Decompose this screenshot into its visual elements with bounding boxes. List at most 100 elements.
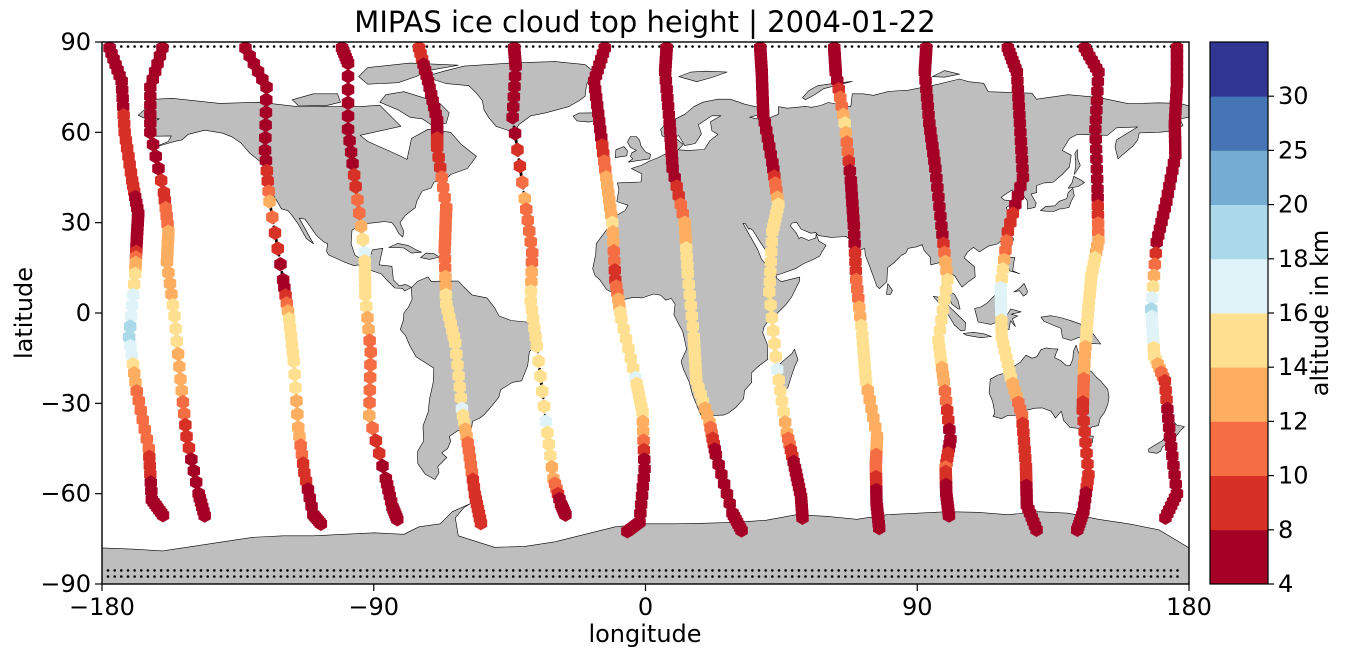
- polar-track-dot: [578, 45, 581, 48]
- polar-track-dot: [1023, 569, 1026, 572]
- colorbar-tick-label: 12: [1278, 407, 1309, 435]
- polar-track-dot: [1136, 575, 1139, 578]
- polar-track-dot: [379, 575, 382, 578]
- polar-track-dot: [1056, 45, 1060, 48]
- polar-track-dot: [1162, 45, 1166, 48]
- polar-track-dot: [511, 569, 515, 572]
- cloud-top-marker: [176, 394, 190, 410]
- polar-track-dot: [903, 45, 907, 48]
- polar-track-dot: [604, 569, 608, 572]
- polar-track-dot: [259, 569, 263, 572]
- polar-track-dot: [1016, 575, 1020, 578]
- polar-track-dot: [737, 575, 741, 578]
- polar-track-dot: [804, 45, 807, 48]
- polar-track-dot: [452, 45, 455, 48]
- polar-track-dot: [943, 575, 947, 578]
- cloud-top-marker: [636, 414, 650, 429]
- polar-track-dot: [996, 575, 1000, 578]
- polar-track-dot: [1003, 569, 1007, 572]
- polar-track-dot: [1109, 45, 1113, 48]
- cloud-top-marker: [263, 194, 276, 209]
- polar-track-dot: [345, 569, 349, 572]
- polar-track-dot: [166, 575, 170, 578]
- polar-track-dot: [485, 45, 489, 48]
- polar-track-dot: [1010, 569, 1013, 572]
- polar-track-dot: [1003, 575, 1007, 578]
- polar-track-dot: [233, 575, 236, 578]
- polar-track-dot: [246, 575, 249, 578]
- polar-track-dot: [279, 569, 283, 572]
- cloud-top-marker: [391, 512, 404, 527]
- polar-track-dot: [624, 45, 628, 48]
- polar-track-dot: [917, 45, 920, 48]
- polar-track-dot: [1050, 569, 1053, 572]
- cloud-top-marker: [376, 458, 389, 474]
- cloud-top-marker: [127, 287, 140, 303]
- polar-track-dot: [970, 569, 973, 572]
- polar-track-dot: [252, 45, 256, 48]
- polar-track-dot: [797, 575, 801, 578]
- polar-track-dot: [339, 569, 342, 572]
- polar-track-dot: [1089, 569, 1093, 572]
- cloud-top-marker: [369, 433, 383, 448]
- landmass-hispaniola: [420, 252, 440, 260]
- cloud-top-marker: [182, 440, 196, 456]
- cloud-top-marker: [149, 149, 162, 164]
- polar-track-dot: [877, 575, 880, 578]
- polar-track-dot: [1036, 575, 1040, 578]
- polar-track-dot: [1103, 569, 1106, 572]
- polar-track-dot: [140, 45, 143, 48]
- cloud-top-marker: [931, 180, 944, 195]
- polar-track-dot: [1043, 569, 1046, 572]
- cloud-top-marker: [606, 225, 619, 240]
- polar-track-dot: [226, 575, 229, 578]
- cloud-top-marker: [525, 274, 538, 289]
- polar-track-dot: [711, 45, 714, 48]
- polar-track-dot: [810, 575, 814, 578]
- polar-track-dot: [1123, 569, 1126, 572]
- cloud-top-marker: [437, 180, 450, 195]
- polar-track-dot: [199, 575, 203, 578]
- polar-track-dot: [1162, 569, 1166, 572]
- polar-track-dot: [870, 569, 874, 572]
- cloud-top-marker: [684, 298, 697, 313]
- colorbar-tick-label: 16: [1278, 299, 1309, 327]
- cloud-top-marker: [356, 232, 370, 247]
- polar-track-dot: [744, 569, 747, 572]
- polar-track-dot: [226, 569, 229, 572]
- polar-track-dot: [186, 569, 190, 572]
- colorbar-tick-label: 18: [1278, 245, 1309, 273]
- cloud-top-marker: [763, 284, 776, 300]
- polar-track-dot: [359, 569, 362, 572]
- cloud-top-marker: [174, 372, 187, 387]
- polar-track-dot: [678, 569, 681, 572]
- polar-track-dot: [352, 575, 356, 578]
- polar-track-dot: [983, 575, 987, 578]
- polar-track-dot: [319, 569, 322, 572]
- polar-track-dot: [937, 575, 940, 578]
- cloud-top-marker: [170, 334, 184, 349]
- polar-track-dot: [551, 575, 555, 578]
- cloud-top-marker: [525, 264, 538, 280]
- polar-track-dot: [498, 575, 502, 578]
- cloud-top-marker: [685, 308, 698, 324]
- polar-track-dot: [432, 569, 435, 572]
- polar-track-dot: [365, 569, 369, 572]
- polar-track-dot: [133, 45, 136, 48]
- cloud-top-marker: [636, 405, 649, 420]
- polar-track-dot: [910, 569, 914, 572]
- colorbar-label: altitude in km: [1306, 230, 1334, 397]
- polar-track-dot: [611, 45, 615, 48]
- cloud-top-marker: [516, 175, 529, 190]
- polar-track-dot: [830, 569, 834, 572]
- polar-track-dot: [153, 45, 156, 48]
- polar-track-dot: [737, 569, 741, 572]
- cloud-top-marker: [523, 223, 536, 239]
- polar-track-dot: [844, 45, 847, 48]
- polar-track-dot: [976, 45, 980, 48]
- cloud-top-marker: [274, 257, 287, 272]
- polar-track-dot: [458, 575, 462, 578]
- polar-track-dot: [372, 45, 376, 48]
- cloud-top-marker: [777, 404, 790, 419]
